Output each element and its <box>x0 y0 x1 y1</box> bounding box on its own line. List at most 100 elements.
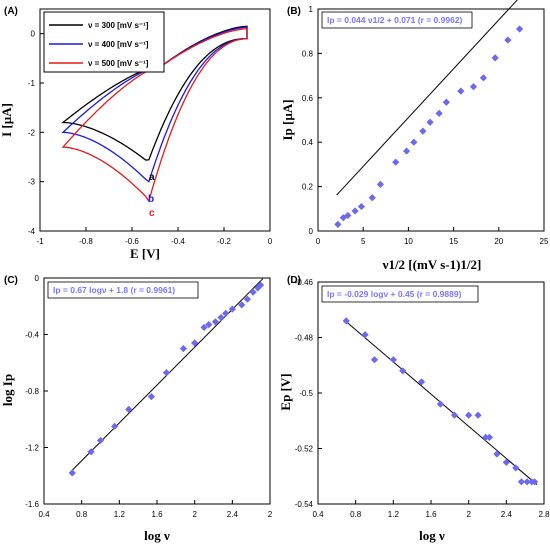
panel-a-frame <box>39 8 271 232</box>
x-tick-label: 0 <box>268 237 273 246</box>
curve-label-a: a <box>149 172 155 183</box>
legend-label-400: ν = 400 [mV s⁻¹] <box>88 40 149 49</box>
equation-c: Ip = 0.67 logν + 1.8 (r = 0.9961) <box>53 285 175 295</box>
panel-label-a: (A) <box>4 6 18 17</box>
data-point <box>523 478 531 486</box>
data-point <box>389 356 397 364</box>
x-axis-label-b: ν1/2 [(mV s-1)1/2] <box>382 257 482 272</box>
data-point <box>344 211 352 220</box>
x-tick-label: 0.8 <box>350 510 362 519</box>
data-point <box>217 313 225 322</box>
data-point <box>474 411 482 419</box>
equation-box-d <box>321 285 479 303</box>
x-tick-label: -0.2 <box>217 237 231 246</box>
x-tick-label: 10 <box>404 237 413 246</box>
panel-d-ticks: 0.4 0.8 1.2 1.6 2 2.4 2.8 -0.54 -0.52 -0.5 -0.48 -0… <box>295 278 550 519</box>
x-tick-label: 2.8 <box>538 510 550 519</box>
legend-label-500: ν = 500 [mV s⁻¹] <box>88 59 149 68</box>
data-point <box>191 339 199 347</box>
y-tick-label: -0.4 <box>25 331 39 340</box>
y-tick-label: -0.5 <box>299 389 313 398</box>
y-tick-label: -1.2 <box>25 444 39 453</box>
legend-box <box>43 11 165 73</box>
x-tick-label: 20 <box>494 237 503 246</box>
data-point <box>469 83 478 91</box>
data-point <box>351 207 359 215</box>
x-axis-label-c: log ν <box>144 528 170 543</box>
y-axis-label-c: log Ip <box>0 374 15 406</box>
data-point <box>368 194 376 202</box>
data-point <box>485 433 493 441</box>
data-point <box>243 295 251 303</box>
y-tick-label: -2 <box>28 128 36 137</box>
data-point <box>87 448 95 456</box>
data-point <box>515 25 524 33</box>
panel-d-data <box>342 317 539 486</box>
data-point <box>517 478 525 486</box>
data-point <box>419 127 427 135</box>
x-tick-label: 2.4 <box>501 510 513 519</box>
x-tick-label: -0.4 <box>171 237 185 246</box>
data-point <box>410 138 418 146</box>
y-tick-label: 0 <box>35 274 40 283</box>
panel-b-data <box>334 0 524 228</box>
y-tick-label: -1 <box>28 79 36 88</box>
panel-label-b: (B) <box>287 6 301 17</box>
data-point <box>435 109 443 117</box>
data-point <box>479 74 488 82</box>
data-point <box>426 118 434 126</box>
x-tick-label: 15 <box>449 237 458 246</box>
x-axis-label-a: E [V] <box>130 246 160 261</box>
y-axis-label-d: Ep [V] <box>278 373 293 410</box>
data-point <box>147 393 155 401</box>
data-point <box>504 36 512 44</box>
y-tick-label: -0.54 <box>295 500 314 509</box>
y-tick-label: -0.52 <box>295 445 314 454</box>
data-point <box>512 464 520 472</box>
fit-line <box>336 0 518 196</box>
data-point <box>457 87 465 95</box>
data-point <box>96 436 105 445</box>
legend-label-300: ν = 300 [mV s⁻¹] <box>88 21 149 30</box>
data-point <box>493 450 501 458</box>
x-tick-label: 2.4 <box>227 510 239 519</box>
panel-d-frame <box>317 281 545 505</box>
y-tick-label: 0 <box>31 30 36 39</box>
y-tick-label: -4 <box>28 227 36 236</box>
data-point <box>370 356 379 364</box>
y-axis-label-b: Ip [µA] <box>280 99 295 140</box>
x-tick-label: 1.6 <box>151 510 163 519</box>
data-point <box>357 202 365 211</box>
data-point <box>442 98 450 106</box>
data-point <box>361 331 369 339</box>
data-point <box>530 478 539 486</box>
data-point <box>125 405 133 413</box>
x-tick-label: 2 <box>268 510 273 519</box>
y-tick-label: -0.48 <box>295 334 314 343</box>
x-tick-label: -0.6 <box>125 237 139 246</box>
data-point <box>228 305 236 313</box>
data-point <box>402 147 411 155</box>
data-point <box>179 345 187 353</box>
data-point <box>491 54 499 62</box>
panel-c-ticks: 0.4 0.8 1.2 1.6 2 2.4 2 -1.6 -1.2 -0.8 -0.4 0 <box>25 274 273 519</box>
data-point <box>450 411 459 419</box>
x-tick-label: 2 <box>466 510 471 519</box>
data-point <box>200 323 208 332</box>
data-point <box>482 433 490 441</box>
data-point <box>392 158 400 166</box>
y-tick-label: -0.8 <box>25 387 39 396</box>
panel-a-curves <box>61 25 248 203</box>
cv-curve-c <box>61 28 248 203</box>
y-tick-label: 1 <box>309 5 314 14</box>
data-point <box>334 220 342 228</box>
panel-c-frame <box>43 277 271 505</box>
data-point <box>399 367 407 375</box>
equation-box-c <box>47 281 199 299</box>
y-tick-label: 0.4 <box>302 138 314 147</box>
data-point <box>211 318 219 326</box>
panel-label-d: (D) <box>287 275 301 286</box>
data-point <box>68 469 76 477</box>
panel-c-data <box>68 278 265 477</box>
